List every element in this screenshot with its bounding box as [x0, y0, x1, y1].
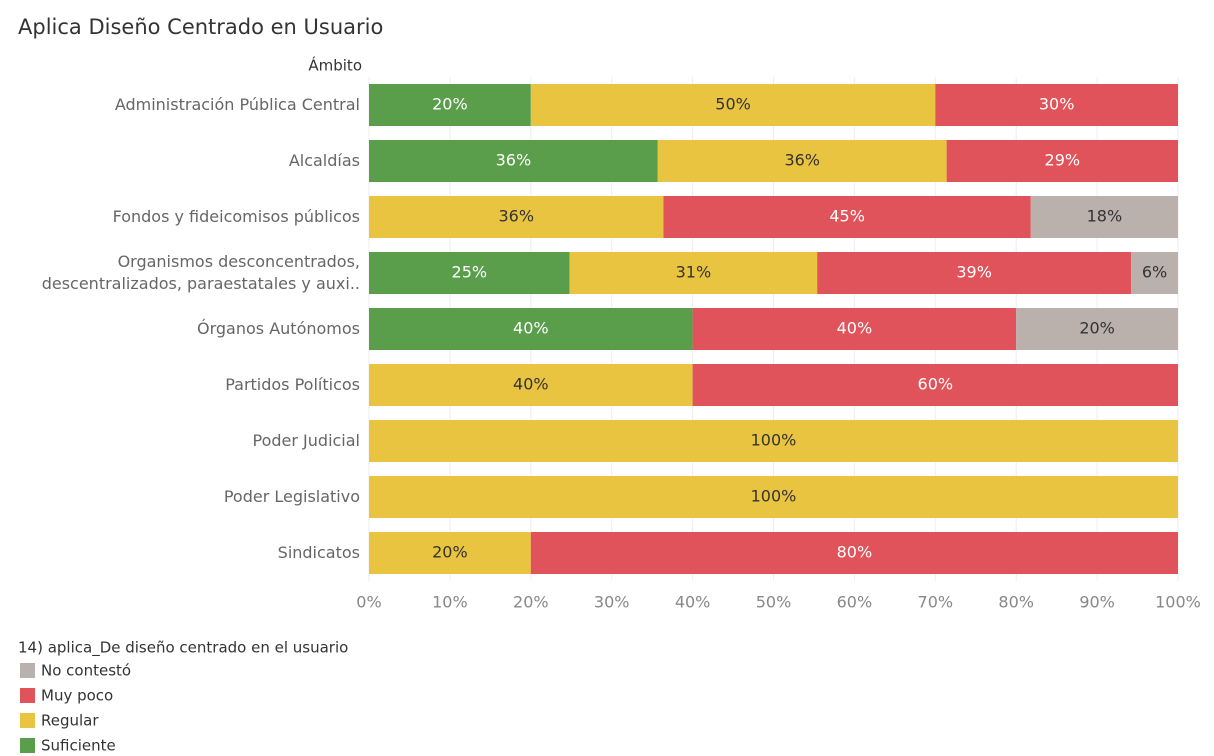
bar-segment — [657, 140, 947, 182]
data-label: 25% — [452, 263, 488, 282]
y-tick-label: Órganos Autónomos — [197, 319, 360, 338]
chart-title: Aplica Diseño Centrado en Usuario — [18, 15, 383, 39]
bar-segment — [946, 140, 1178, 182]
data-label: 45% — [829, 207, 865, 226]
bar-segment — [569, 252, 818, 294]
data-label: 20% — [432, 543, 468, 562]
bar-segment — [1016, 308, 1178, 350]
bar-segment — [369, 140, 658, 182]
data-label: 36% — [496, 151, 532, 170]
legend-swatch — [20, 688, 35, 703]
bar-segment — [369, 84, 531, 126]
bar-segment — [692, 308, 1017, 350]
bar-segment — [935, 84, 1178, 126]
y-tick-label: Poder Legislativo — [223, 487, 360, 506]
data-label: 20% — [432, 95, 468, 114]
data-label: 100% — [751, 487, 797, 506]
data-label: 40% — [513, 375, 549, 394]
bar-segment — [369, 364, 693, 406]
legend-label: Suficiente — [41, 737, 116, 755]
data-label: 30% — [1039, 95, 1075, 114]
data-label: 100% — [751, 431, 797, 450]
bar-segment — [369, 476, 1178, 518]
data-label: 29% — [1045, 151, 1081, 170]
x-tick-label: 10% — [432, 593, 468, 612]
y-axis-title: Ámbito — [308, 56, 362, 75]
y-tick-label: Poder Judicial — [252, 431, 360, 450]
data-label: 40% — [513, 319, 549, 338]
data-label: 36% — [784, 151, 820, 170]
bar-segment — [369, 420, 1178, 462]
y-tick-label: Sindicatos — [277, 543, 360, 562]
x-tick-label: 100% — [1155, 593, 1201, 612]
bar-segment — [369, 308, 693, 350]
bar-segment — [369, 252, 570, 294]
x-tick-label: 20% — [513, 593, 549, 612]
bar-segment — [1131, 252, 1178, 294]
bar-segment — [692, 364, 1178, 406]
data-label: 40% — [837, 319, 873, 338]
bar-segment — [369, 196, 664, 238]
y-tick-label: Partidos Políticos — [225, 375, 360, 394]
y-tick-label: Fondos y fideicomisos públicos — [112, 207, 360, 226]
bar-segment — [369, 532, 531, 574]
data-label: 18% — [1087, 207, 1123, 226]
legend-swatch — [20, 738, 35, 753]
data-label: 50% — [715, 95, 751, 114]
x-tick-label: 50% — [756, 593, 792, 612]
legend-label: Regular — [41, 712, 99, 730]
x-tick-label: 70% — [918, 593, 954, 612]
legend-label: Muy poco — [41, 687, 113, 705]
bar-segment — [663, 196, 1031, 238]
bar-segment — [1030, 196, 1178, 238]
data-label: 36% — [498, 207, 534, 226]
x-tick-label: 90% — [1079, 593, 1115, 612]
legend-label: No contestó — [41, 662, 131, 680]
legend-title: 14) aplica_De diseño centrado en el usua… — [18, 639, 348, 658]
legend-swatch — [20, 713, 35, 728]
data-label: 31% — [676, 263, 712, 282]
x-tick-label: 80% — [998, 593, 1034, 612]
data-label: 6% — [1142, 263, 1167, 282]
data-label: 39% — [956, 263, 992, 282]
data-label: 60% — [918, 375, 954, 394]
x-tick-label: 30% — [594, 593, 630, 612]
bar-segment — [817, 252, 1132, 294]
data-label: 20% — [1079, 319, 1115, 338]
bar-segment — [530, 84, 936, 126]
legend-swatch — [20, 663, 35, 678]
y-tick-label: Alcaldías — [288, 151, 360, 170]
bar-segment — [530, 532, 1178, 574]
y-tick-label: Administración Pública Central — [114, 95, 360, 114]
data-label: 80% — [837, 543, 873, 562]
x-tick-label: 40% — [675, 593, 711, 612]
x-tick-label: 60% — [837, 593, 873, 612]
x-tick-label: 0% — [356, 593, 381, 612]
y-tick-label: Organismos desconcentrados, descentraliz… — [41, 252, 360, 293]
